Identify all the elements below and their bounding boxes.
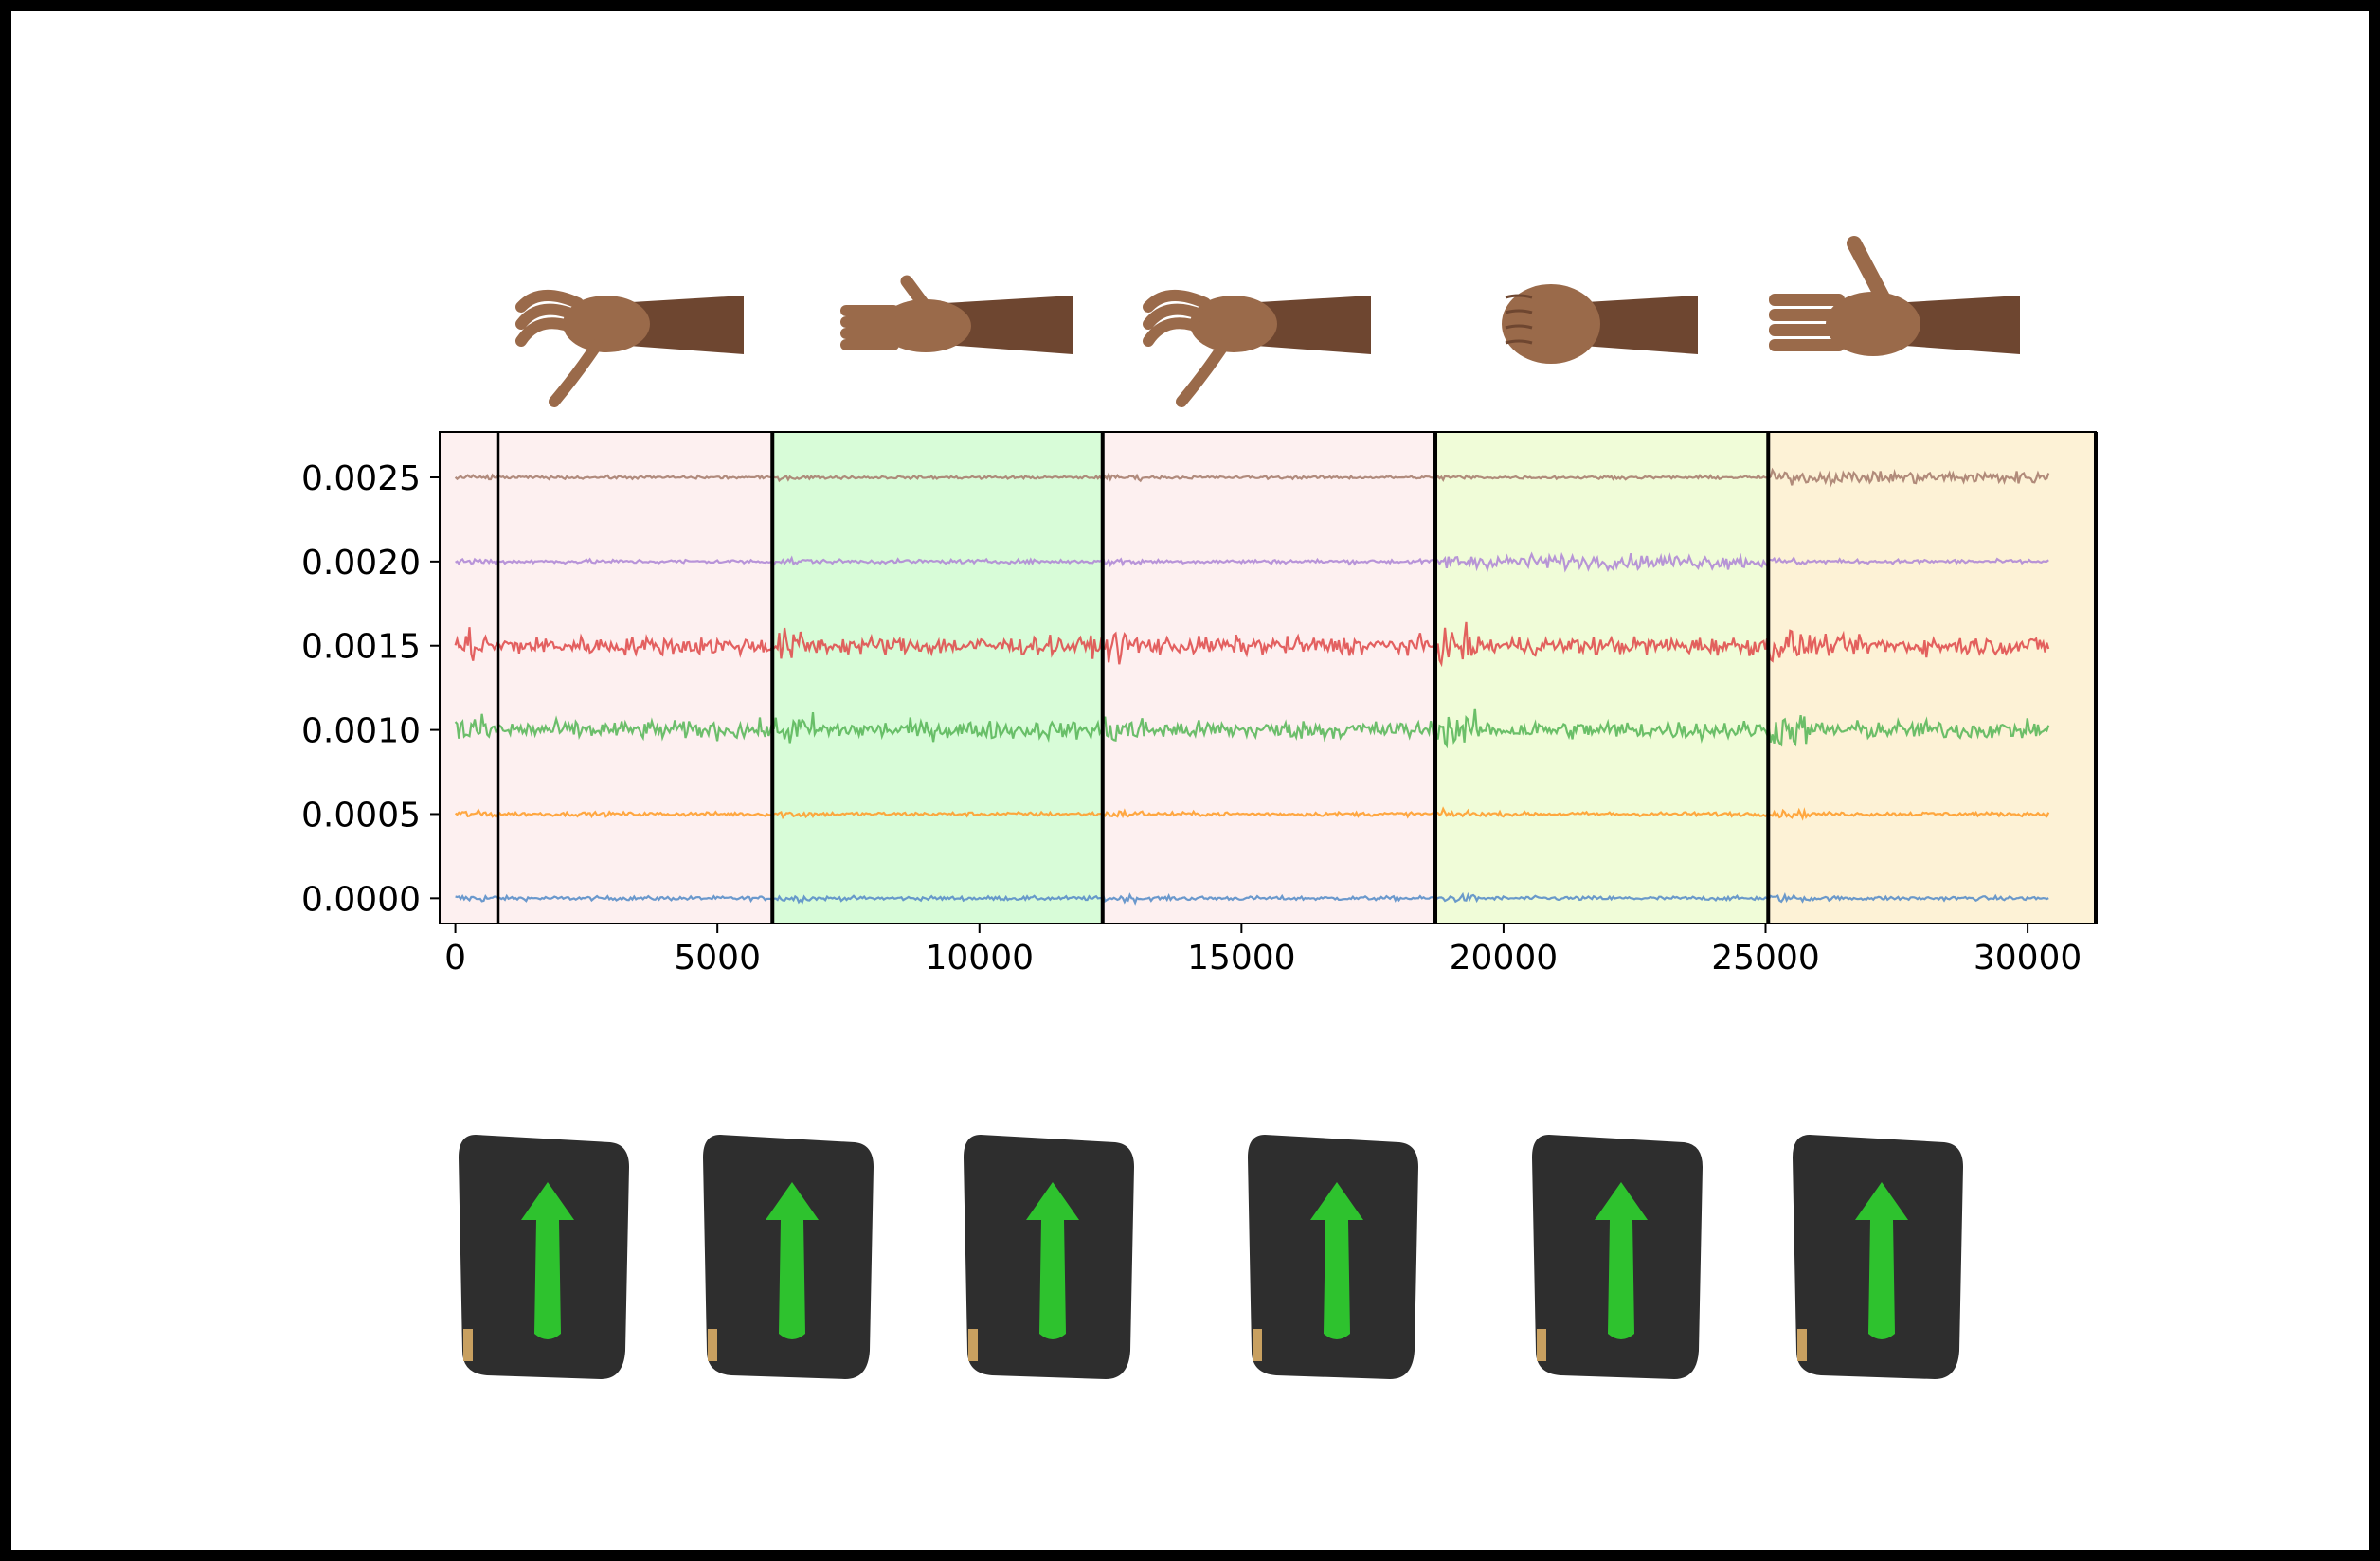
finger (840, 305, 899, 316)
y-tick-label: 0.0000 (301, 880, 421, 919)
sensor-device-icon (964, 1135, 1134, 1379)
x-tick-label: 15000 (1187, 939, 1296, 978)
emg-series-4 (455, 551, 2049, 573)
forearm (945, 296, 1073, 354)
y-tick-label: 0.0025 (301, 459, 421, 498)
thumb (1176, 339, 1230, 407)
fist-shape (1502, 284, 1600, 364)
hand-fist-icon (1502, 284, 1698, 364)
finger (1769, 324, 1845, 336)
emg-chart: 0 5000 10000 15000 20000 25000 30000 0.00000.0… (301, 431, 2098, 978)
segment-relaxed (772, 432, 1103, 924)
knuckle (1505, 339, 1533, 345)
x-tick-label: 0 (444, 939, 466, 978)
hand-relaxed-icon (840, 275, 1073, 354)
x-tick-label: 20000 (1450, 939, 1559, 978)
sensor-device-icon (1793, 1135, 1963, 1379)
finger (515, 317, 584, 347)
forearm (1243, 296, 1371, 354)
emg-figure: 0 5000 10000 15000 20000 25000 30000 0.00000.0… (301, 236, 2098, 1379)
gesture-segments (440, 432, 2096, 924)
y-tick-label: 0.0015 (301, 628, 421, 667)
y-tick-label: 0.0005 (301, 796, 421, 834)
sensor-connector (1797, 1329, 1807, 1361)
x-tick-label: 10000 (925, 939, 1034, 978)
knuckle (1505, 324, 1533, 330)
green-arrow-icon (1595, 1182, 1648, 1339)
sensor-device-icon (1532, 1135, 1703, 1379)
emg-series-0 (455, 891, 2049, 906)
finger (1769, 339, 1845, 351)
x-tick-label: 25000 (1711, 939, 1820, 978)
segment-open-hand (1768, 432, 2096, 924)
knuckle (1505, 294, 1533, 299)
x-tick-label: 5000 (674, 939, 761, 978)
finger (1769, 309, 1845, 321)
finger (1143, 289, 1211, 313)
y-tick-label: 0.0020 (301, 544, 421, 583)
palm (563, 296, 650, 352)
finger (1769, 294, 1845, 306)
y-tick-label: 0.0010 (301, 712, 421, 751)
sensor-device-icon (459, 1135, 629, 1379)
emg-series (454, 467, 2050, 906)
emg-series-2 (454, 708, 2050, 749)
hand-grasp-icon (515, 289, 744, 407)
finger (1143, 317, 1211, 347)
green-arrow-icon (1310, 1182, 1363, 1339)
green-arrow-icon (521, 1182, 574, 1339)
finger (840, 328, 899, 339)
emg-series-3 (454, 621, 2050, 668)
hand-open-hand-icon (1769, 236, 2020, 356)
hand-gesture-row (515, 236, 2020, 407)
segment-grasp (440, 432, 773, 924)
green-arrow-icon (766, 1182, 819, 1339)
palm (1190, 296, 1277, 352)
thumb (549, 339, 603, 407)
sensor-device-icon (703, 1135, 874, 1379)
knuckle (1505, 309, 1533, 314)
forearm (1892, 296, 2020, 354)
palm (1826, 292, 1920, 356)
hand-grasp-icon (1143, 289, 1371, 407)
sensor-connector (1253, 1329, 1262, 1361)
forearm (616, 296, 744, 354)
segment-grasp (1102, 432, 1436, 924)
forearm (1570, 296, 1698, 354)
finger (515, 289, 584, 313)
sensor-connector (1537, 1329, 1546, 1361)
thumb (900, 275, 932, 314)
x-tick-label: 30000 (1974, 939, 2082, 978)
sensor-row (459, 1135, 1963, 1379)
green-arrow-icon (1026, 1182, 1079, 1339)
x-axis-ticks: 0 5000 10000 15000 20000 25000 30000 (444, 924, 2082, 978)
sensor-connector (708, 1329, 717, 1361)
emg-series-5 (454, 467, 2050, 488)
palm (880, 299, 971, 352)
finger (515, 303, 584, 330)
axes-frame (439, 431, 2097, 924)
finger (840, 339, 899, 350)
segment-fist (1435, 432, 1769, 924)
finger (1143, 303, 1211, 330)
sensor-connector (968, 1329, 978, 1361)
emg-series-1 (454, 806, 2050, 821)
sensor-connector (463, 1329, 473, 1361)
thumb (1847, 236, 1890, 305)
finger (840, 316, 899, 328)
green-arrow-icon (1855, 1182, 1908, 1339)
sensor-device-icon (1248, 1135, 1418, 1379)
y-axis-ticks: 0.0000 0.0005 0.0010 0.0015 0.0020 0.0025 (301, 459, 440, 919)
